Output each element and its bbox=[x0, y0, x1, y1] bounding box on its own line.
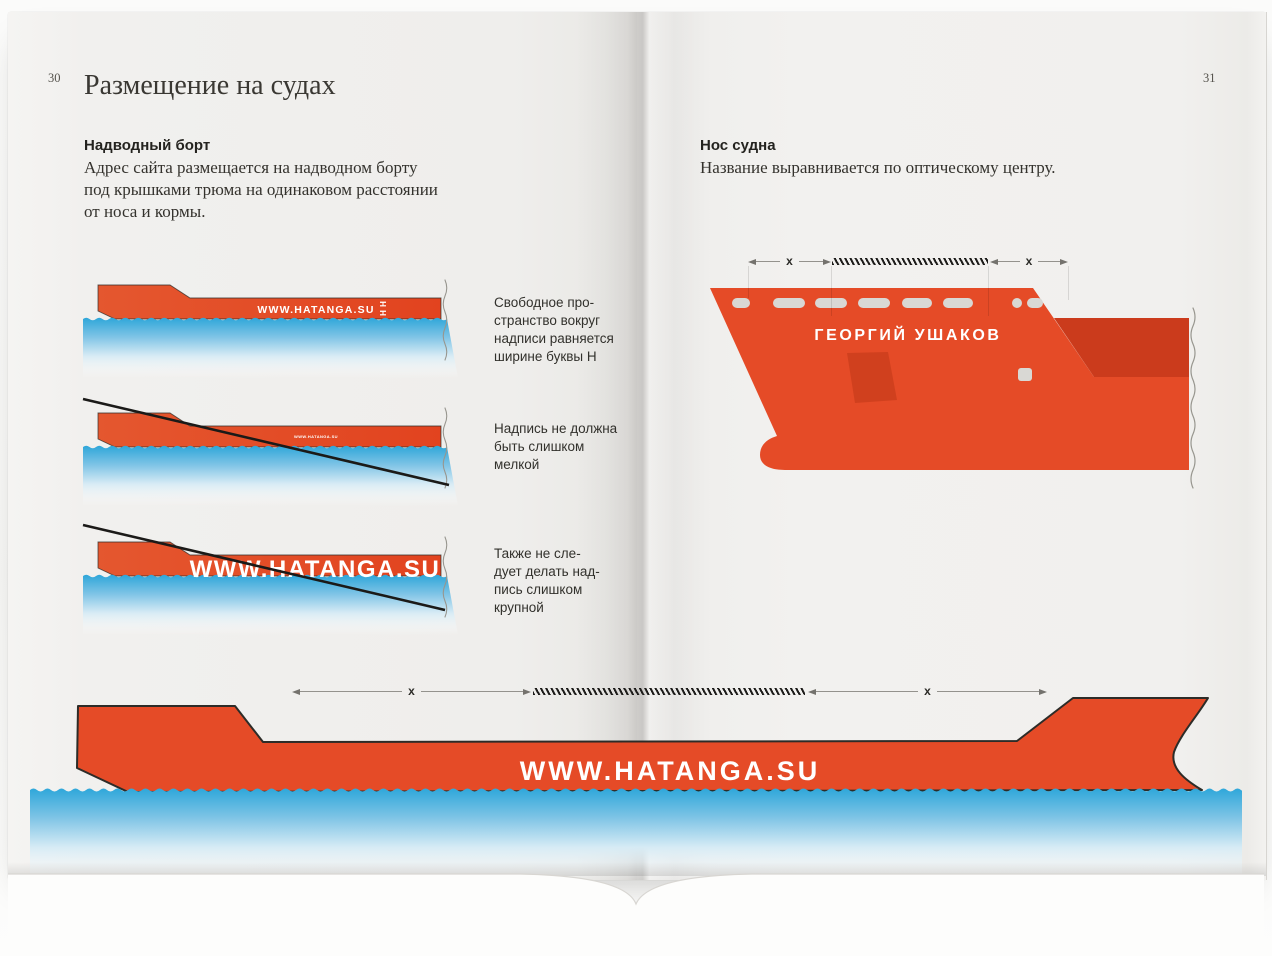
dim-arrow-right-icon bbox=[523, 688, 531, 695]
ship-hull bbox=[97, 412, 442, 448]
clearspace-h-mark: H bbox=[378, 310, 387, 316]
bow-deck-shadow bbox=[1054, 318, 1189, 377]
caption-line: Надпись не должна bbox=[494, 421, 618, 436]
dim-guide-line bbox=[1068, 266, 1069, 300]
caption-line: мелкой bbox=[494, 457, 540, 472]
hull-window bbox=[1018, 368, 1032, 381]
section-body-freeboard: Адрес сайта размещается на надводном бор… bbox=[84, 157, 438, 223]
body-line: от носа и кормы. bbox=[84, 202, 206, 221]
section-heading-freeboard: Надводный борт bbox=[84, 137, 211, 154]
caption-line: пись слишком bbox=[494, 582, 583, 597]
figure-ship-too-big: WWW.HATANGA.SU bbox=[82, 523, 458, 635]
water-band bbox=[30, 788, 1242, 883]
dim-arrow-right-icon bbox=[823, 258, 831, 265]
dim-arrow-left-icon bbox=[748, 258, 756, 265]
body-line: Адрес сайта размещается на надводном бор… bbox=[84, 158, 418, 177]
water bbox=[83, 574, 458, 635]
page-title: Размещение на судах bbox=[84, 70, 336, 101]
caption-line: Также не сле- bbox=[494, 546, 581, 561]
dim-arrow-right-icon bbox=[1060, 258, 1068, 265]
body-line: под крышками трюма на одинаковом расстоя… bbox=[84, 180, 438, 199]
figure-ship-correct: WWW.HATANGA.SU H H bbox=[83, 279, 458, 378]
hull-website-label: WWW.HATANGA.SU bbox=[294, 434, 338, 439]
dimension-x-right-bow: x bbox=[990, 254, 1068, 268]
torn-edge bbox=[442, 279, 448, 361]
dimension-name-width-hatch bbox=[832, 258, 988, 265]
page-number-right: 31 bbox=[1203, 71, 1216, 85]
caption-line: дует делать над- bbox=[494, 564, 600, 579]
hull-website-label: WWW.HATANGA.SU bbox=[257, 304, 374, 316]
dim-label-x: x bbox=[786, 254, 793, 268]
ship-hull bbox=[97, 284, 442, 320]
ship-name-label: ГЕОРГИЙ УШАКОВ bbox=[814, 325, 1001, 344]
ship-hull bbox=[97, 541, 442, 577]
figure-caption-correct: Свободное про- странство вокруг надписи … bbox=[494, 294, 644, 366]
dim-label-x: x bbox=[408, 684, 415, 698]
figure-bow: ГЕОРГИЙ УШАКОВ bbox=[710, 288, 1196, 489]
page-number-left: 30 bbox=[48, 71, 61, 85]
ship-hull bbox=[76, 697, 1209, 793]
dim-label-x: x bbox=[924, 684, 931, 698]
water bbox=[30, 788, 1242, 883]
page-bottom-edge bbox=[8, 873, 1264, 956]
torn-edge bbox=[442, 407, 448, 489]
dimension-x-left-bow: x bbox=[748, 254, 831, 268]
figure-caption-too-big: Также не сле- дует делать над- пись слиш… bbox=[494, 545, 644, 617]
bow-hull bbox=[710, 288, 1189, 470]
hull-hatch-door bbox=[847, 352, 897, 403]
dim-arrow-right-icon bbox=[1039, 688, 1047, 695]
caption-line: Свободное про- bbox=[494, 295, 595, 310]
caption-line: надписи равняется bbox=[494, 331, 614, 346]
porthole-row bbox=[732, 298, 1043, 308]
section-body-bow: Название выравнивается по оптическому це… bbox=[700, 158, 1056, 177]
caption-line: странство вокруг bbox=[494, 313, 601, 328]
dim-arrow-left-icon bbox=[990, 258, 998, 265]
caption-line: ширине буквы Н bbox=[494, 349, 597, 364]
hull-website-label: WWW.HATANGA.SU bbox=[520, 756, 820, 786]
torn-edge bbox=[1190, 307, 1196, 489]
caption-line: быть слишком bbox=[494, 439, 585, 454]
dimension-name-width-hatch bbox=[533, 688, 805, 695]
prohibition-cross-line bbox=[82, 397, 450, 487]
dim-guide-line bbox=[988, 266, 989, 316]
clearspace-h-mark: H bbox=[378, 301, 387, 307]
figure-full-ship: WWW.HATANGA.SU bbox=[76, 697, 1209, 793]
dim-guide-line bbox=[748, 266, 749, 298]
dimension-x-right-fullship: x bbox=[808, 684, 1047, 698]
dim-guide-line bbox=[831, 266, 832, 316]
prohibition-cross-line bbox=[82, 523, 446, 612]
water bbox=[83, 317, 458, 378]
figure-ship-too-small: WWW.HATANGA.SU bbox=[82, 397, 458, 506]
torn-edge bbox=[442, 536, 448, 618]
dim-arrow-left-icon bbox=[292, 688, 300, 695]
dimension-x-left-fullship: x bbox=[292, 684, 531, 698]
water bbox=[83, 445, 458, 506]
section-heading-bow: Нос судна bbox=[700, 137, 776, 154]
dim-label-x: x bbox=[1025, 254, 1033, 268]
caption-line: крупной bbox=[494, 600, 544, 615]
figure-caption-too-small: Надпись не должна быть слишком мелкой bbox=[494, 420, 644, 474]
dim-arrow-left-icon bbox=[808, 688, 816, 695]
